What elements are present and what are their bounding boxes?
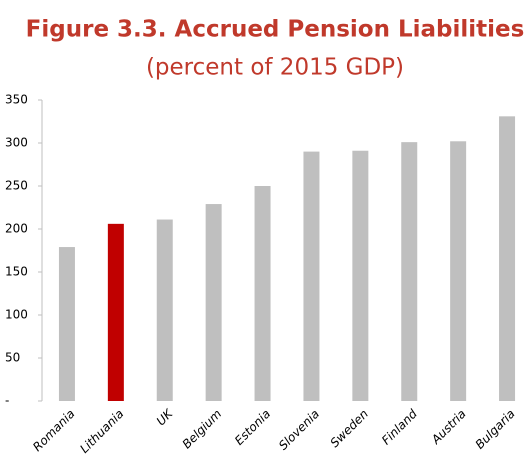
x-tick-label: Estonia <box>232 407 273 448</box>
bar <box>401 142 418 401</box>
x-tick-label: Bulgaria <box>473 407 518 452</box>
bar <box>205 204 222 401</box>
x-tick-label: Sweden <box>328 407 371 450</box>
x-tick-label: Austria <box>428 407 469 448</box>
y-tick-label: 350 <box>5 93 28 107</box>
y-tick-label: 50 <box>5 351 20 365</box>
x-tick-label: Belgium <box>180 407 225 452</box>
y-tick-label: 250 <box>5 179 28 193</box>
chart-title: Figure 3.3. Accrued Pension Liabilities <box>26 17 525 43</box>
x-tick-label: Romania <box>30 407 77 454</box>
y-tick-label: 200 <box>5 222 28 236</box>
x-tick-label: Finland <box>379 406 420 447</box>
bar <box>450 141 467 401</box>
bar <box>254 186 271 401</box>
bar <box>303 151 320 401</box>
y-tick-label: - <box>5 394 9 408</box>
y-tick-label: 100 <box>5 308 28 322</box>
y-tick-label: 300 <box>5 136 28 150</box>
bar <box>58 247 75 401</box>
x-tick-label: Lithuania <box>77 407 126 456</box>
x-tick-label: UK <box>154 406 176 428</box>
chart-subtitle: (percent of 2015 GDP) <box>146 55 404 81</box>
bar <box>352 150 369 401</box>
bar <box>107 223 124 401</box>
bar <box>499 116 516 401</box>
x-tick-label: Slovenia <box>276 407 322 453</box>
bar <box>156 219 173 401</box>
y-tick-label: 150 <box>5 265 28 279</box>
